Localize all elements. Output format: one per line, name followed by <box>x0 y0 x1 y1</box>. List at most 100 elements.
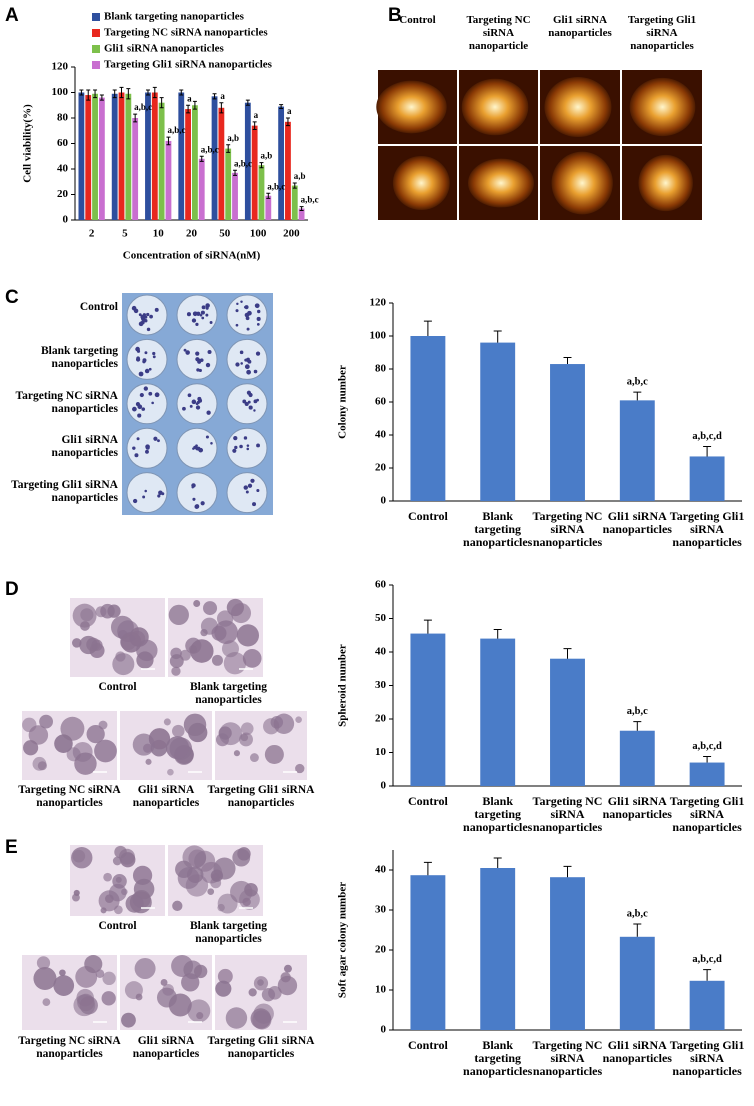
error-bar <box>633 923 642 937</box>
image-caption: Blank targeting nanoparticles <box>190 920 267 945</box>
x-tick-label: Control <box>408 509 448 523</box>
legend-label: Targeting NC siRNA nanoparticles <box>104 27 268 39</box>
bar <box>298 208 305 220</box>
y-tick-label: 40 <box>375 864 387 876</box>
colony <box>132 406 137 412</box>
colony <box>136 437 140 441</box>
spheroid <box>172 900 183 911</box>
bar <box>480 342 516 501</box>
bar <box>278 106 285 220</box>
bar <box>550 658 585 786</box>
x-tick-label: Control <box>408 1038 448 1052</box>
bar <box>232 172 238 220</box>
cell <box>551 151 613 215</box>
spheroid <box>193 600 201 607</box>
significance-label: a,b <box>260 151 272 161</box>
y-axis-title: Colony number <box>337 365 349 439</box>
spheroid <box>172 724 185 738</box>
panel-label: E <box>5 837 18 858</box>
error-bar <box>166 136 171 146</box>
legend-swatch <box>92 29 100 37</box>
y-tick-label: 20 <box>375 944 387 956</box>
spheroid <box>33 967 57 991</box>
error-bar <box>423 619 432 634</box>
spheroid <box>94 739 117 763</box>
bar <box>689 456 725 501</box>
colony <box>195 405 201 410</box>
spheroid <box>200 628 208 637</box>
spheroid <box>129 891 152 914</box>
colony <box>139 393 144 398</box>
error-bar <box>133 113 138 123</box>
spheroid <box>103 872 112 882</box>
row-label: Gli1 siRNA nanoparticles <box>51 434 118 460</box>
spheroid <box>219 722 243 746</box>
colony <box>133 308 139 314</box>
colony <box>145 449 149 454</box>
bar <box>619 730 655 786</box>
colony <box>243 436 248 440</box>
significance-label: a,b,c,d <box>692 741 722 752</box>
bar <box>619 400 655 501</box>
error-bar <box>493 629 502 639</box>
row-label: Control <box>79 301 118 313</box>
error-bar <box>266 192 271 199</box>
spheroid <box>165 736 190 760</box>
y-tick-label: 20 <box>57 188 69 200</box>
colony <box>253 399 258 404</box>
spheroid <box>74 752 97 775</box>
bar <box>211 96 218 220</box>
spheroid <box>188 645 197 654</box>
spheroid <box>53 975 75 996</box>
image-caption: Blank targeting nanoparticles <box>190 681 267 706</box>
spheroid <box>188 849 207 868</box>
colony <box>256 443 260 448</box>
panel-label: C <box>5 287 19 308</box>
bar <box>98 97 105 220</box>
y-tick-label: 10 <box>375 746 387 758</box>
spheroid <box>261 988 276 1002</box>
bar <box>151 92 158 220</box>
colony <box>151 401 154 405</box>
image-caption: Gli1 siRNA nanoparticles <box>548 14 612 39</box>
spheroid <box>257 979 264 986</box>
bar <box>111 93 118 220</box>
colony <box>244 364 250 370</box>
colony <box>143 386 148 391</box>
colony <box>246 369 251 375</box>
spheroid <box>84 955 103 974</box>
colony <box>161 492 165 496</box>
bar <box>132 118 139 220</box>
significance-label: a <box>187 93 192 103</box>
bar <box>185 109 191 220</box>
x-tick-label: 10 <box>153 228 165 240</box>
colony <box>186 312 191 317</box>
significance-label: a,b,c,d <box>692 431 722 442</box>
error-bar <box>212 93 217 100</box>
bar <box>118 92 125 220</box>
y-tick-label: 120 <box>370 297 387 309</box>
colony <box>210 442 213 445</box>
x-tick-label: Gli1 siRNA nanoparticles <box>602 794 672 821</box>
error-bar <box>703 446 712 457</box>
colony <box>256 323 260 326</box>
colony <box>234 445 238 450</box>
error-bar <box>199 155 204 162</box>
spheroid <box>232 848 251 867</box>
y-axis-title: Spheroid number <box>337 644 349 727</box>
x-tick-label: Blank targeting nanoparticles <box>463 509 533 549</box>
spheroid <box>160 979 168 986</box>
spheroid <box>109 883 127 902</box>
spheroid <box>167 768 174 776</box>
colony <box>138 371 144 377</box>
colony <box>245 316 250 321</box>
colony <box>246 444 250 447</box>
colony <box>205 362 211 368</box>
spheroid <box>23 740 39 756</box>
y-tick-label: 0 <box>381 1024 387 1036</box>
colony <box>154 392 160 398</box>
significance-label: a,b <box>227 133 239 143</box>
colony <box>142 495 146 499</box>
x-tick-label: 100 <box>250 228 267 240</box>
spheroid <box>263 718 280 735</box>
